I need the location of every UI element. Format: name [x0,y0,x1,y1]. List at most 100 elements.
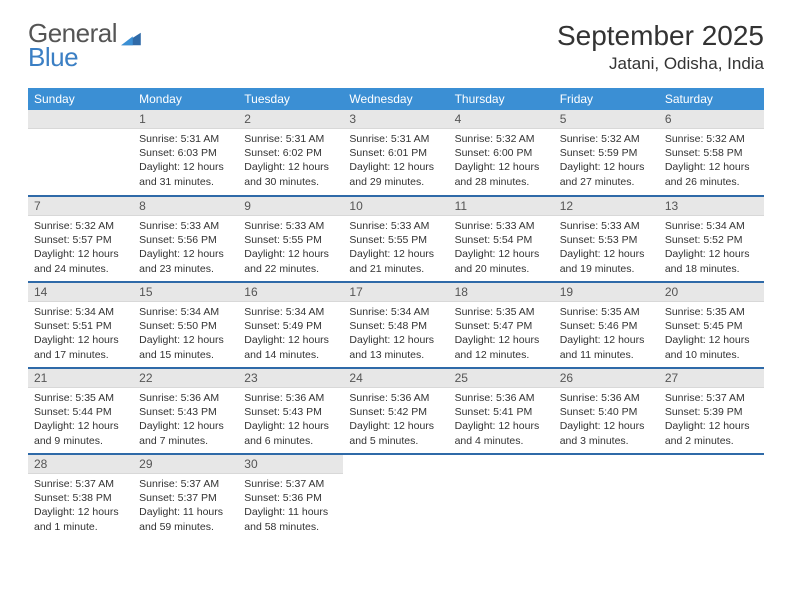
calendar-cell: 11Sunrise: 5:33 AMSunset: 5:54 PMDayligh… [449,196,554,282]
day-number-bar: 28 [28,455,133,474]
calendar-cell: 4Sunrise: 5:32 AMSunset: 6:00 PMDaylight… [449,110,554,196]
calendar-cell: 7Sunrise: 5:32 AMSunset: 5:57 PMDaylight… [28,196,133,282]
month-title: September 2025 [557,20,764,52]
calendar-week-row: 28Sunrise: 5:37 AMSunset: 5:38 PMDayligh… [28,454,764,540]
day-content: Sunrise: 5:36 AMSunset: 5:42 PMDaylight:… [343,388,448,452]
day-number-bar [28,110,133,129]
calendar-cell: 10Sunrise: 5:33 AMSunset: 5:55 PMDayligh… [343,196,448,282]
day-content: Sunrise: 5:37 AMSunset: 5:39 PMDaylight:… [659,388,764,452]
day-header: Monday [133,88,238,110]
day-content: Sunrise: 5:33 AMSunset: 5:55 PMDaylight:… [238,216,343,280]
calendar-cell: 8Sunrise: 5:33 AMSunset: 5:56 PMDaylight… [133,196,238,282]
day-number-bar: 5 [554,110,659,129]
day-number-bar: 22 [133,369,238,388]
day-number-bar: 27 [659,369,764,388]
calendar-cell: 20Sunrise: 5:35 AMSunset: 5:45 PMDayligh… [659,282,764,368]
logo-triangle-icon [120,25,142,43]
calendar-body: 1Sunrise: 5:31 AMSunset: 6:03 PMDaylight… [28,110,764,540]
calendar-cell: 27Sunrise: 5:37 AMSunset: 5:39 PMDayligh… [659,368,764,454]
calendar-cell: 19Sunrise: 5:35 AMSunset: 5:46 PMDayligh… [554,282,659,368]
day-header: Friday [554,88,659,110]
day-content: Sunrise: 5:35 AMSunset: 5:44 PMDaylight:… [28,388,133,452]
day-header: Wednesday [343,88,448,110]
day-header: Tuesday [238,88,343,110]
day-number-bar: 2 [238,110,343,129]
calendar-cell: 24Sunrise: 5:36 AMSunset: 5:42 PMDayligh… [343,368,448,454]
day-number-bar: 12 [554,197,659,216]
day-number-bar: 9 [238,197,343,216]
calendar-cell: 17Sunrise: 5:34 AMSunset: 5:48 PMDayligh… [343,282,448,368]
day-content: Sunrise: 5:35 AMSunset: 5:47 PMDaylight:… [449,302,554,366]
day-content: Sunrise: 5:37 AMSunset: 5:37 PMDaylight:… [133,474,238,538]
day-content: Sunrise: 5:31 AMSunset: 6:02 PMDaylight:… [238,129,343,193]
day-content: Sunrise: 5:35 AMSunset: 5:46 PMDaylight:… [554,302,659,366]
location-text: Jatani, Odisha, India [557,54,764,74]
day-number-bar: 8 [133,197,238,216]
day-number-bar: 7 [28,197,133,216]
day-content: Sunrise: 5:34 AMSunset: 5:49 PMDaylight:… [238,302,343,366]
day-content: Sunrise: 5:32 AMSunset: 6:00 PMDaylight:… [449,129,554,193]
calendar-cell: 3Sunrise: 5:31 AMSunset: 6:01 PMDaylight… [343,110,448,196]
day-content: Sunrise: 5:37 AMSunset: 5:38 PMDaylight:… [28,474,133,538]
day-content: Sunrise: 5:35 AMSunset: 5:45 PMDaylight:… [659,302,764,366]
day-number-bar: 30 [238,455,343,474]
calendar-cell: 15Sunrise: 5:34 AMSunset: 5:50 PMDayligh… [133,282,238,368]
calendar-week-row: 1Sunrise: 5:31 AMSunset: 6:03 PMDaylight… [28,110,764,196]
day-content: Sunrise: 5:32 AMSunset: 5:58 PMDaylight:… [659,129,764,193]
calendar-table: SundayMondayTuesdayWednesdayThursdayFrid… [28,88,764,540]
calendar-cell: 2Sunrise: 5:31 AMSunset: 6:02 PMDaylight… [238,110,343,196]
calendar-cell: 6Sunrise: 5:32 AMSunset: 5:58 PMDaylight… [659,110,764,196]
calendar-cell [659,454,764,540]
day-number-bar: 18 [449,283,554,302]
calendar-cell: 28Sunrise: 5:37 AMSunset: 5:38 PMDayligh… [28,454,133,540]
day-content: Sunrise: 5:34 AMSunset: 5:51 PMDaylight:… [28,302,133,366]
day-number-bar: 11 [449,197,554,216]
day-number-bar: 19 [554,283,659,302]
day-content: Sunrise: 5:34 AMSunset: 5:52 PMDaylight:… [659,216,764,280]
calendar-cell: 25Sunrise: 5:36 AMSunset: 5:41 PMDayligh… [449,368,554,454]
calendar-cell: 16Sunrise: 5:34 AMSunset: 5:49 PMDayligh… [238,282,343,368]
calendar-cell: 22Sunrise: 5:36 AMSunset: 5:43 PMDayligh… [133,368,238,454]
day-number-bar: 6 [659,110,764,129]
day-content: Sunrise: 5:34 AMSunset: 5:50 PMDaylight:… [133,302,238,366]
title-block: September 2025 Jatani, Odisha, India [557,20,764,74]
day-number-bar: 13 [659,197,764,216]
day-number-bar: 15 [133,283,238,302]
day-number-bar: 20 [659,283,764,302]
day-content: Sunrise: 5:33 AMSunset: 5:54 PMDaylight:… [449,216,554,280]
day-number-bar: 24 [343,369,448,388]
day-header: Thursday [449,88,554,110]
calendar-week-row: 21Sunrise: 5:35 AMSunset: 5:44 PMDayligh… [28,368,764,454]
day-content: Sunrise: 5:31 AMSunset: 6:03 PMDaylight:… [133,129,238,193]
day-content: Sunrise: 5:36 AMSunset: 5:40 PMDaylight:… [554,388,659,452]
calendar-cell: 30Sunrise: 5:37 AMSunset: 5:36 PMDayligh… [238,454,343,540]
calendar-cell [28,110,133,196]
day-number-bar: 14 [28,283,133,302]
calendar-week-row: 7Sunrise: 5:32 AMSunset: 5:57 PMDaylight… [28,196,764,282]
calendar-cell: 9Sunrise: 5:33 AMSunset: 5:55 PMDaylight… [238,196,343,282]
page-header: GeneralBlue September 2025 Jatani, Odish… [28,20,764,74]
day-content: Sunrise: 5:33 AMSunset: 5:56 PMDaylight:… [133,216,238,280]
logo-text-2: Blue [28,44,142,70]
day-content: Sunrise: 5:33 AMSunset: 5:55 PMDaylight:… [343,216,448,280]
day-number-bar: 16 [238,283,343,302]
day-header-row: SundayMondayTuesdayWednesdayThursdayFrid… [28,88,764,110]
day-header: Saturday [659,88,764,110]
calendar-cell [449,454,554,540]
day-content: Sunrise: 5:34 AMSunset: 5:48 PMDaylight:… [343,302,448,366]
calendar-cell: 26Sunrise: 5:36 AMSunset: 5:40 PMDayligh… [554,368,659,454]
day-number-bar: 4 [449,110,554,129]
day-number-bar: 21 [28,369,133,388]
calendar-cell: 1Sunrise: 5:31 AMSunset: 6:03 PMDaylight… [133,110,238,196]
calendar-cell: 21Sunrise: 5:35 AMSunset: 5:44 PMDayligh… [28,368,133,454]
calendar-cell: 12Sunrise: 5:33 AMSunset: 5:53 PMDayligh… [554,196,659,282]
calendar-cell: 13Sunrise: 5:34 AMSunset: 5:52 PMDayligh… [659,196,764,282]
day-number-bar: 3 [343,110,448,129]
calendar-cell [343,454,448,540]
day-number-bar: 25 [449,369,554,388]
calendar-cell: 23Sunrise: 5:36 AMSunset: 5:43 PMDayligh… [238,368,343,454]
day-number-bar: 10 [343,197,448,216]
calendar-cell: 18Sunrise: 5:35 AMSunset: 5:47 PMDayligh… [449,282,554,368]
day-content: Sunrise: 5:32 AMSunset: 5:57 PMDaylight:… [28,216,133,280]
day-content: Sunrise: 5:36 AMSunset: 5:43 PMDaylight:… [133,388,238,452]
